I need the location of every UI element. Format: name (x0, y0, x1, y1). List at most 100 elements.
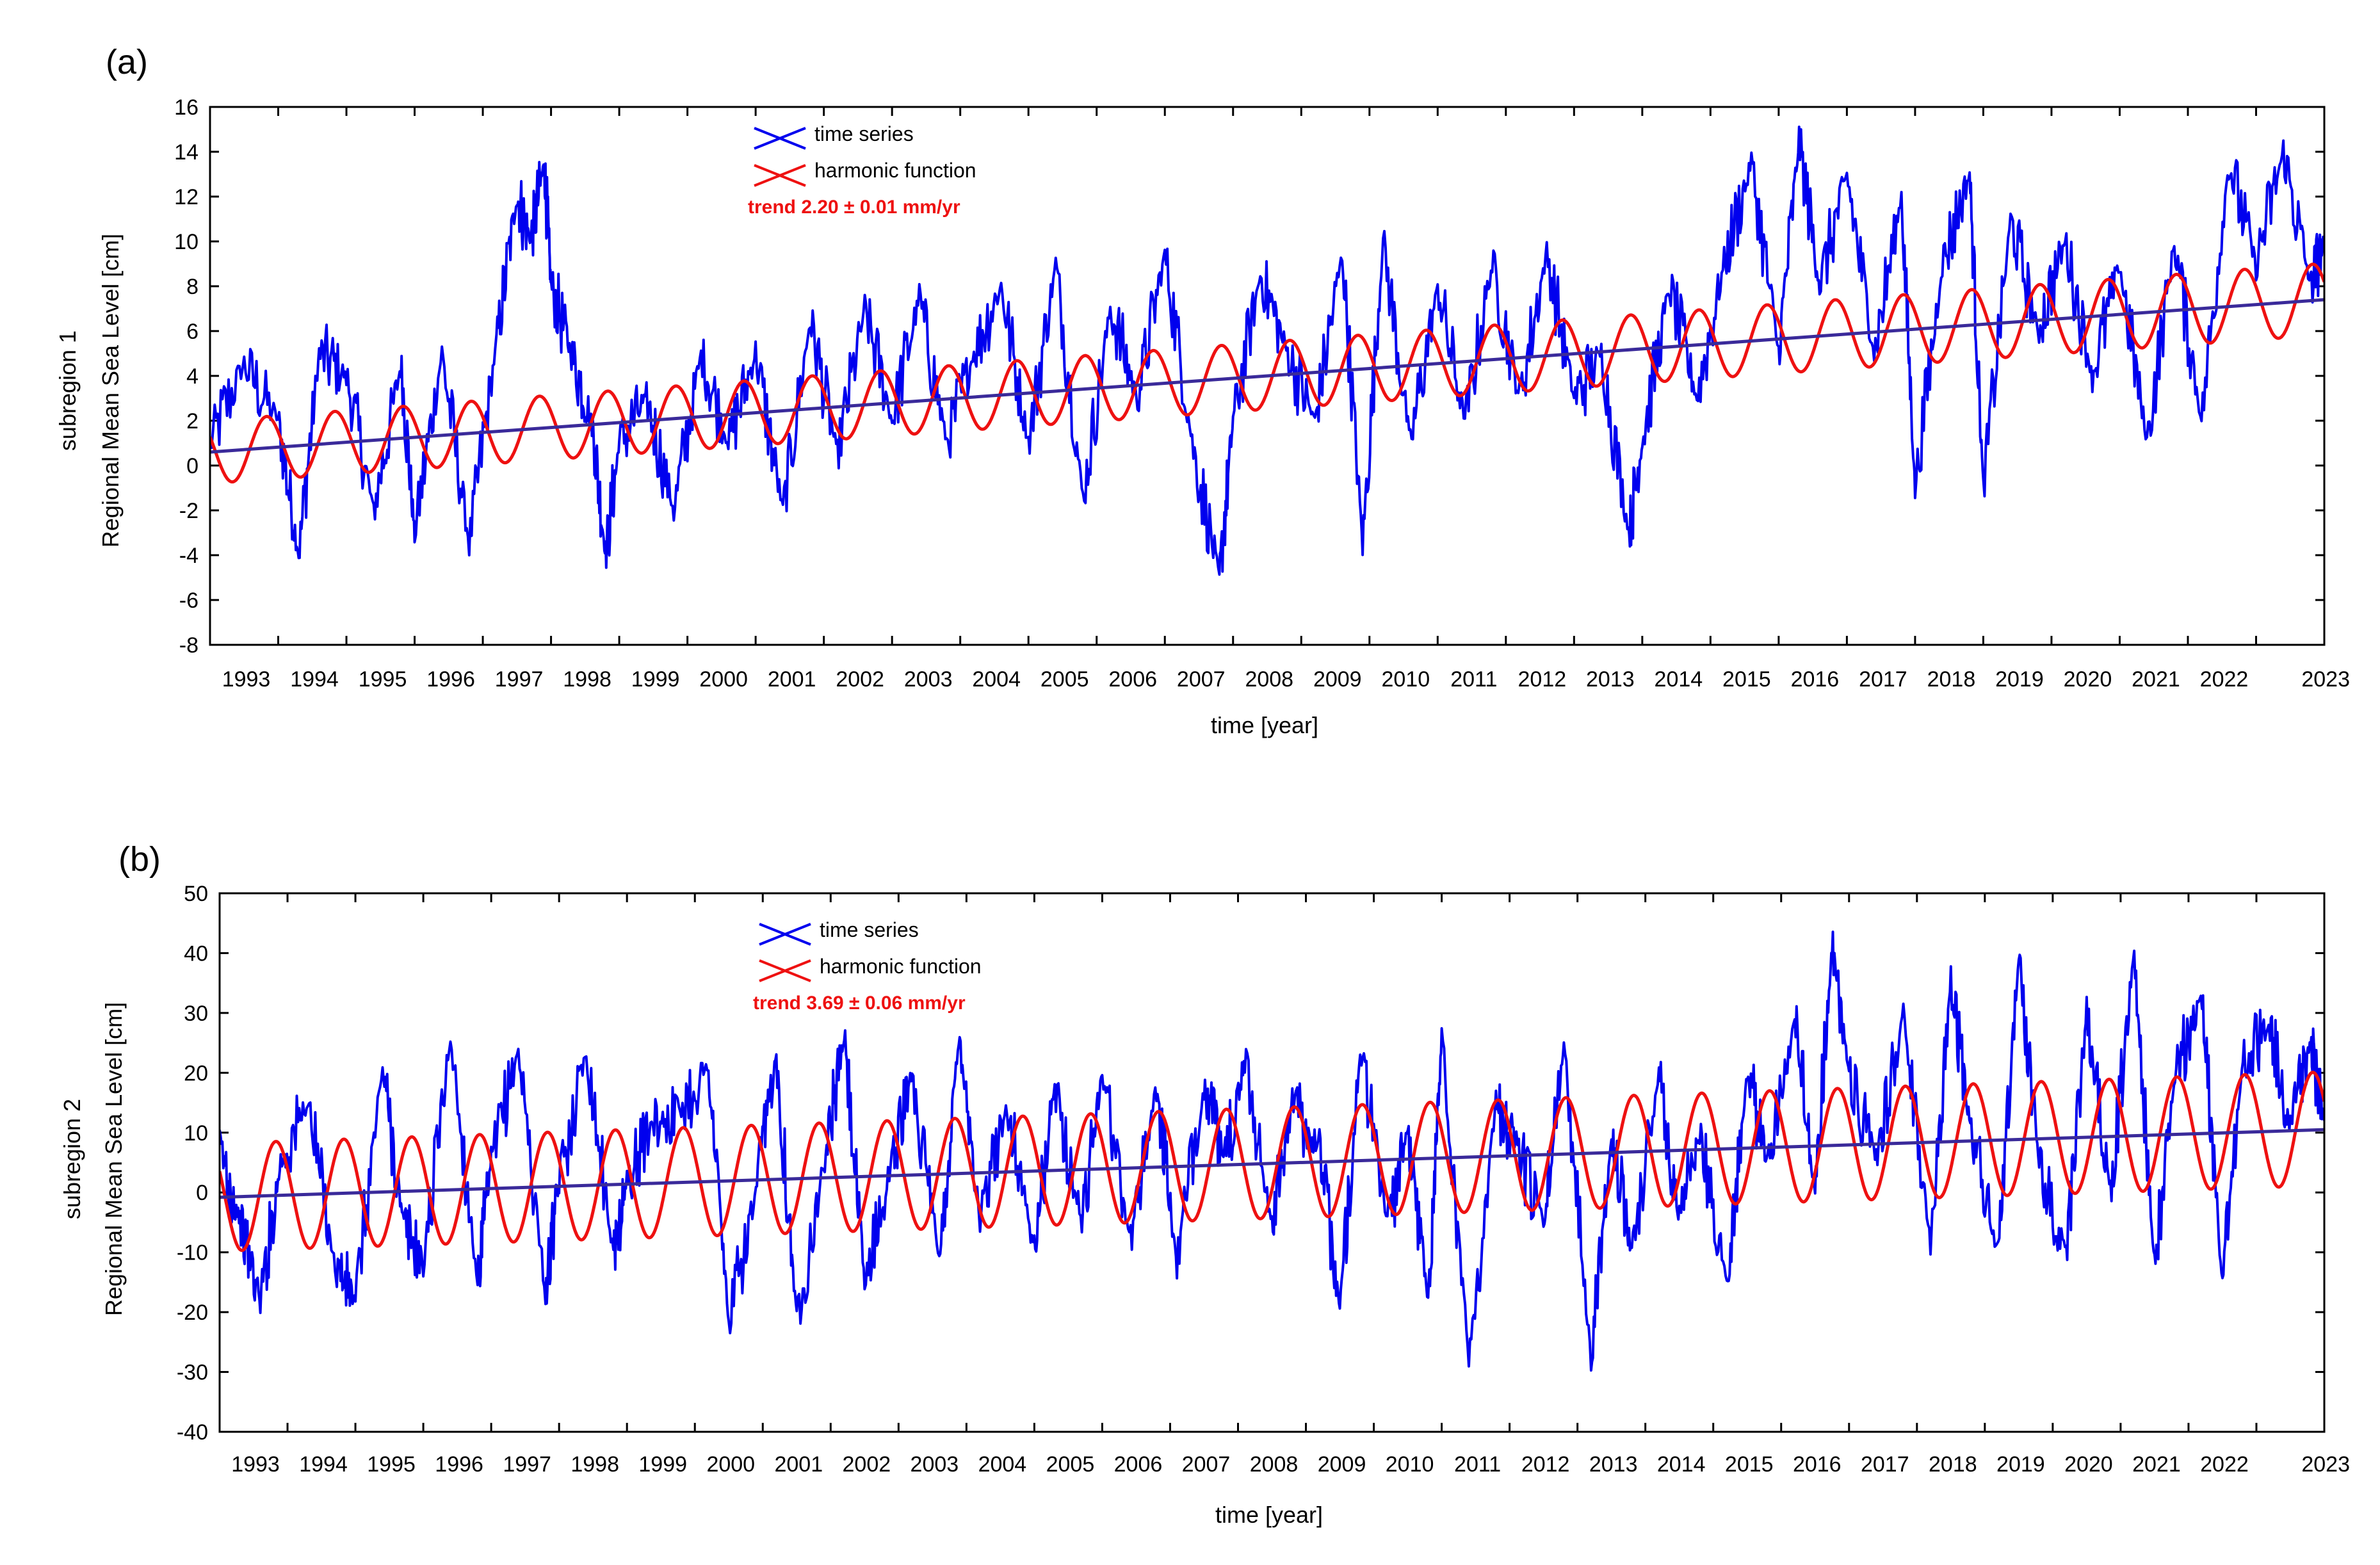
panel-b-y-tick-label: 30 (184, 1001, 208, 1026)
panel-b-x-tick-label: 2023 (2301, 1452, 2350, 1477)
panel-a-x-tick-label: 1998 (563, 667, 611, 692)
panel-b-x-tick-label: 2003 (911, 1452, 959, 1477)
panel-a-x-tick-label: 2023 (2301, 667, 2350, 692)
panel-a-y-tick-label: 2 (186, 409, 198, 434)
panel-b-x-tick-label: 2009 (1318, 1452, 1366, 1477)
panel-a-y-tick-label: 8 (186, 275, 198, 299)
panel-a-legend-series-label: time series (814, 122, 914, 145)
panel-b-x-tick-label: 1996 (435, 1452, 483, 1477)
panel-a-x-tick-label: 2004 (972, 667, 1021, 692)
panel-b-x-tick-label: 2005 (1046, 1452, 1095, 1477)
panel-a-region-label: subregion 1 (54, 330, 81, 451)
panel-b-x-tick-label: 2000 (706, 1452, 755, 1477)
panel-b-x-tick-label: 1998 (571, 1452, 619, 1477)
panel-a-x-tick-label: 2010 (1381, 667, 1430, 692)
panel-a-y-tick-label: 16 (174, 95, 198, 120)
panel-a-x-tick-label: 2006 (1108, 667, 1157, 692)
panel-b-x-tick-label: 2017 (1861, 1452, 1909, 1477)
panel-b-y-tick-label: 0 (196, 1181, 208, 1205)
panel-a-x-tick-label: 1993 (222, 667, 271, 692)
panel-b-x-tick-label: 2015 (1725, 1452, 1774, 1477)
panel-b-x-tick-label: 1997 (503, 1452, 551, 1477)
panel-a-y-tick-label: 6 (186, 320, 198, 344)
panel-a-x-tick-label: 2022 (2200, 667, 2249, 692)
panel-a-y-tick-label: 0 (186, 454, 198, 478)
panel-b-legend-series-label: time series (820, 918, 919, 941)
panel-b-x-tick-label: 2013 (1589, 1452, 1638, 1477)
panel-b-x-tick-label: 2011 (1454, 1452, 1501, 1477)
panel-b-x-tick-label: 2014 (1657, 1452, 1706, 1477)
panel-a-x-tick-label: 2001 (768, 667, 816, 692)
panel-a-x-tick-label: 1995 (359, 667, 407, 692)
panel-a-x-tick-label: 2013 (1586, 667, 1635, 692)
panel-a-legend-harmonic-label: harmonic function (814, 159, 976, 182)
panel-b-y-tick-label: -10 (177, 1241, 208, 1265)
panel-b-trend-line (219, 1128, 2325, 1199)
panel-a-x-tick-label: 2000 (699, 667, 748, 692)
panel-a-harmonic-line (210, 263, 2324, 483)
panel-a-x-tick-label: 1997 (495, 667, 544, 692)
panel-a-y-tick-label: 4 (186, 364, 198, 389)
panel-a-time-series-line (210, 126, 2324, 576)
panel-a-y-tick-label: -8 (179, 633, 198, 658)
panel-b-legend: time series harmonic function trend 3.69… (753, 918, 982, 1014)
panel-b-x-tick-label: 2020 (2064, 1452, 2113, 1477)
panel-b-x-tick-label: 2018 (1929, 1452, 1977, 1477)
panel-a-x-tick-label: 2018 (1927, 667, 1976, 692)
panel-a-x-tick-label: 1994 (290, 667, 339, 692)
panel-a-y-axis-title: Regional Mean Sea Level [cm] (97, 234, 124, 547)
panel-b-y-tick-label: 40 (184, 941, 208, 966)
panel-a-legend-series-swatch (754, 127, 806, 150)
panel-a-x-tick-label: 2017 (1859, 667, 1907, 692)
panel-b-plot-frame (218, 892, 2326, 1433)
panel-a-x-tick-label: 2007 (1177, 667, 1226, 692)
panel-a-legend: time series harmonic function trend 2.20… (748, 122, 976, 218)
panel-b-y-axis-title: Regional Mean Sea Level [cm] (101, 1002, 127, 1316)
panel-a-x-tick-label: 2016 (1791, 667, 1840, 692)
panel-a-y-tick-label: 10 (174, 230, 198, 254)
panel-a-trend-line (209, 298, 2325, 454)
panel-b-x-tick-label: 2016 (1793, 1452, 1842, 1477)
panel-a-x-tick-label: 2009 (1313, 667, 1362, 692)
panel-a-x-tick-label: 2012 (1518, 667, 1567, 692)
panel-a-label: (a) (106, 43, 148, 81)
panel-b-x-tick-label: 2002 (843, 1452, 891, 1477)
panel-b-x-tick-label: 2010 (1386, 1452, 1434, 1477)
panel-b-y-tick-label: -30 (177, 1361, 208, 1385)
panel-a-x-tick-label: 2014 (1655, 667, 1703, 692)
panel-b-legend-harmonic-swatch (759, 959, 811, 982)
panel-b-time-series-line (220, 930, 2324, 1372)
panel-b-x-tick-label: 2021 (2132, 1452, 2181, 1477)
panel-a-x-tick-label: 2015 (1722, 667, 1771, 692)
panel-a-trend-label: trend 2.20 ± 0.01 mm/yr (748, 197, 960, 218)
panel-b-legend-harmonic-label: harmonic function (820, 955, 982, 978)
panel-b-y-tick-label: 20 (184, 1061, 208, 1085)
panel-a-x-tick-label: 2005 (1040, 667, 1089, 692)
panel-b-x-tick-label: 2004 (978, 1452, 1027, 1477)
panel-a-legend-harmonic-swatch (754, 164, 806, 187)
panel-a-x-tick-label: 2002 (836, 667, 884, 692)
panel-b-y-tick-label: -40 (177, 1420, 208, 1445)
panel-b-x-tick-label: 1995 (367, 1452, 416, 1477)
panel-a-y-tick-label: 12 (174, 185, 198, 209)
panel-a-x-tick-label: 2008 (1245, 667, 1293, 692)
panel-b-harmonic-line (220, 1071, 2324, 1253)
panel-b-x-tick-label: 2019 (1996, 1452, 2045, 1477)
panel-a-y-tick-label: -2 (179, 499, 198, 523)
panel-b-x-axis-title: time [year] (1215, 1502, 1323, 1528)
panel-b-x-tick-label: 2001 (774, 1452, 823, 1477)
panel-a-x-tick-label: 2011 (1450, 667, 1497, 692)
panel-b-x-tick-label: 1999 (638, 1452, 687, 1477)
panel-b-y-tick-label: -20 (177, 1301, 208, 1325)
panel-a-y-tick-label: -4 (179, 544, 198, 568)
panel-b-x-tick-label: 2006 (1114, 1452, 1163, 1477)
panel-b: (b) subregion 2 Regional Mean Sea Level … (59, 840, 2350, 1528)
panel-a-y-tick-label: 14 (174, 140, 198, 165)
panel-a-x-tick-label: 1999 (631, 667, 680, 692)
panel-b-x-tick-label: 1993 (231, 1452, 280, 1477)
panel-b-x-tick-label: 2008 (1250, 1452, 1299, 1477)
panel-b-region-label: subregion 2 (59, 1099, 85, 1219)
panel-a-y-tick-label: -6 (179, 588, 198, 613)
